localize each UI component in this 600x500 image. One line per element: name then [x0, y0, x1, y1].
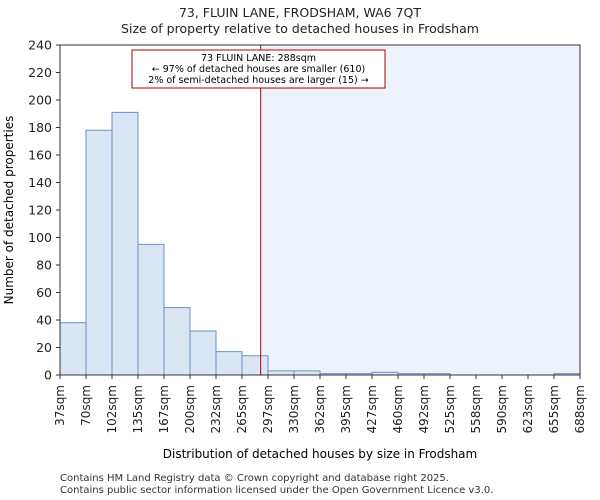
x-tick-label: 37sqm	[53, 385, 67, 426]
x-tick-label: 427sqm	[365, 385, 379, 433]
annotation-line-3: 2% of semi-detached houses are larger (1…	[148, 75, 368, 86]
plot-frame	[59, 44, 581, 376]
y-tick-label: 120	[28, 203, 52, 218]
x-tick-label: 362sqm	[313, 385, 327, 433]
annotation-line-2: ← 97% of detached houses are smaller (61…	[152, 64, 365, 75]
x-tick-label: 525sqm	[443, 385, 457, 433]
annotation-box: 73 FLUIN LANE: 288sqm ← 97% of detached …	[131, 49, 386, 89]
y-tick-label: 20	[36, 340, 52, 355]
bar-265sqm	[241, 355, 269, 376]
bar-135sqm	[137, 243, 165, 376]
x-tick-label: 590sqm	[495, 385, 509, 433]
footer-licence: Contains public sector information licen…	[60, 485, 494, 496]
x-tick-label: 70sqm	[79, 385, 93, 426]
bar-297sqm	[267, 370, 295, 376]
larger-region-shade	[260, 45, 580, 375]
bars-group	[59, 111, 581, 376]
y-tick-label: 80	[36, 258, 52, 273]
bar-37sqm	[59, 322, 87, 376]
y-tick-label: 180	[28, 120, 52, 135]
y-tick-label: 40	[36, 313, 52, 328]
bar-70sqm	[85, 129, 113, 376]
x-tick-label: 297sqm	[261, 385, 275, 433]
chart-title: 73, FLUIN LANE, FRODSHAM, WA6 7QT	[178, 5, 422, 20]
y-tick-label: 140	[28, 175, 52, 190]
x-tick-label: 167sqm	[157, 385, 171, 433]
x-tick-label: 623sqm	[521, 385, 535, 433]
y-tick-label: 160	[28, 148, 52, 163]
x-tick-label: 492sqm	[417, 385, 431, 433]
bar-330sqm	[293, 370, 321, 376]
y-tick-label: 220	[28, 65, 52, 80]
x-tick-label: 135sqm	[131, 385, 145, 433]
x-tick-label: 688sqm	[573, 385, 587, 433]
x-tick-label: 655sqm	[547, 385, 561, 433]
y-tick-label: 60	[36, 285, 52, 300]
annotation-line-1: 73 FLUIN LANE: 288sqm	[201, 53, 316, 64]
x-tick-label: 330sqm	[287, 385, 301, 433]
bar-102sqm	[111, 111, 139, 376]
y-tick-label: 100	[28, 230, 52, 245]
chart-subtitle: Size of property relative to detached ho…	[121, 21, 479, 36]
x-tick-label: 460sqm	[391, 385, 405, 433]
footer-copyright: Contains HM Land Registry data © Crown c…	[60, 473, 449, 484]
x-axis-ticks: 37sqm 70sqm 102sqm 135sqm 167sqm 200sqm 232sqm…	[53, 375, 587, 433]
y-axis-ticks: 0 20 40 60 80 100 120 140 160 180 200 220 240	[28, 38, 60, 383]
bar-232sqm	[215, 351, 243, 376]
y-tick-label: 240	[28, 38, 52, 53]
x-tick-label: 265sqm	[235, 385, 249, 433]
y-tick-label: 200	[28, 93, 52, 108]
x-tick-label: 102sqm	[105, 385, 119, 433]
x-tick-label: 200sqm	[183, 385, 197, 433]
y-tick-label: 0	[44, 368, 52, 383]
y-axis-label: Number of detached properties	[2, 116, 16, 305]
x-axis-label: Distribution of detached houses by size …	[163, 447, 477, 461]
x-tick-label: 558sqm	[469, 385, 483, 433]
x-tick-label: 232sqm	[209, 385, 223, 433]
x-tick-label: 395sqm	[339, 385, 353, 433]
bar-200sqm	[189, 330, 217, 376]
bar-167sqm	[163, 307, 191, 376]
